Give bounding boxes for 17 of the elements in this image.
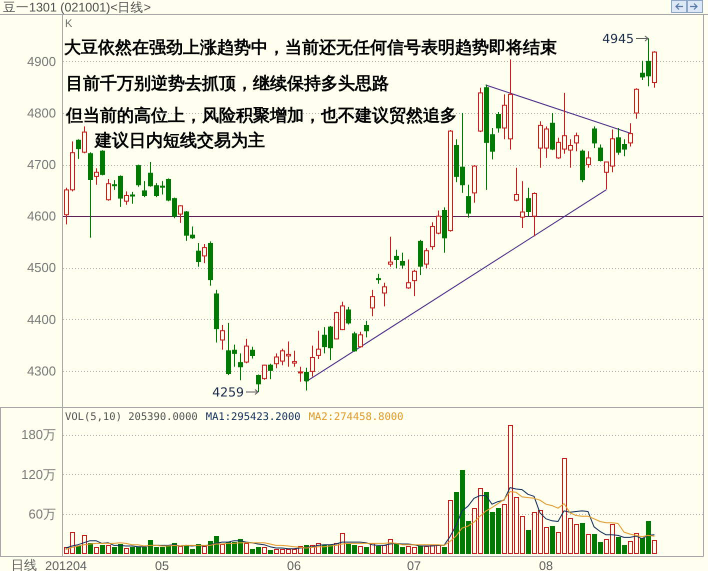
y-tick-label: 4400	[27, 312, 56, 327]
x-tick-label: 07	[407, 559, 421, 571]
annotation: 4945	[602, 31, 634, 46]
y-title: K	[65, 18, 72, 30]
annotation: 建议日内短线交易为主	[93, 131, 265, 151]
y-tick-label: 4800	[27, 106, 56, 120]
y-tick-label: 4900	[27, 54, 56, 69]
y-tick-label: 4500	[27, 260, 56, 276]
annotation: 目前千万别逆势去抓顶，继续保持多头思路	[66, 74, 389, 94]
annotation: 但当前的高位上，风险积聚增加，也不建议贸然追多	[65, 106, 457, 126]
title: 豆一1301 (021001)<日线>	[3, 0, 151, 14]
annotation: 4259	[212, 384, 244, 400]
y-tick-label: 4300	[27, 363, 56, 378]
y-tick-label: 4600	[27, 208, 56, 224]
x-tick-label: 08	[539, 559, 553, 571]
annotation: 大豆依然在强劲上涨趋势中，当前还无任何信号表明趋势即将结束	[64, 38, 557, 58]
y-tick-label: 4700	[27, 157, 56, 172]
